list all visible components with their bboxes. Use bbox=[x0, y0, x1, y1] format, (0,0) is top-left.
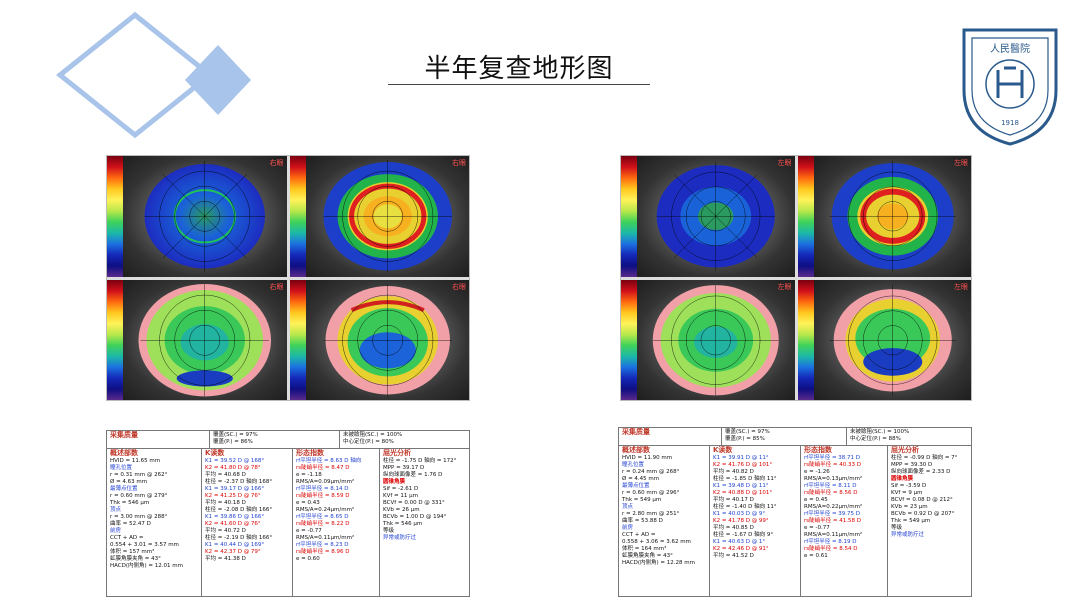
eye-label: 左眼 bbox=[777, 282, 792, 291]
k-readings-column: K读数 K1 = 39.52 D @ 168° K2 = 41.80 D @ 7… bbox=[202, 449, 293, 596]
right-map-back-elevation: 左眼 bbox=[797, 279, 971, 400]
left-map-front-elevation: 右眼 bbox=[289, 156, 469, 277]
eye-label: 右眼 bbox=[452, 282, 466, 291]
left-data-table: 采集质量 覆盖(SC.) = 97% 覆盖(P.) = 86% 未被瞼阻(SC.)… bbox=[106, 430, 470, 597]
left-map-back-elevation: 右眼 bbox=[289, 279, 469, 400]
right-map-thickness: 左眼 bbox=[621, 279, 795, 400]
shape-index-column: 形态指数 rf平坦半径 = 38.71 D rs陡峭半径 = 40.33 D e… bbox=[801, 446, 888, 596]
overview-column: 概述部数 HVID = 11.65 mm 瞳孔位置 r = 0.31 mm @ … bbox=[107, 449, 202, 596]
eye-label: 右眼 bbox=[269, 159, 284, 167]
shape-index-column: 形态指数 rf平坦半径 = 8.63 D 轴向 rs陡峭半径 = 8.47 D … bbox=[293, 449, 380, 596]
logo-year: 1918 bbox=[1001, 119, 1019, 127]
right-map-axial-front: 左眼 bbox=[621, 156, 795, 277]
right-data-table: 采集质量 覆盖(SC.) = 97% 覆盖(P.) = 85% 未被瞼阻(SC.)… bbox=[618, 427, 972, 597]
k-readings-column: K读数 K1 = 39.91 D @ 11° K2 = 41.76 D @ 10… bbox=[710, 446, 801, 596]
title-underline bbox=[388, 84, 650, 85]
refraction-column: 屈光分析 柱径 = -0.99 D 轴向 = 7° MPP = 39.30 D … bbox=[891, 446, 958, 539]
left-map-thickness: 右眼 bbox=[107, 279, 287, 400]
refraction-column: 屈光分析 柱径 = -1.75 D 轴向 = 172° MPP = 39.17 … bbox=[383, 449, 457, 542]
color-scale bbox=[107, 156, 123, 277]
overview-column: 概述部数 HVID = 11.90 mm 瞳孔位置 r = 0.24 mm @ … bbox=[619, 446, 710, 596]
logo-top-text: 人民醫院 bbox=[990, 42, 1030, 55]
eye-label: 右眼 bbox=[452, 159, 466, 167]
eye-label: 右眼 bbox=[269, 282, 284, 291]
eye-label: 左眼 bbox=[954, 282, 968, 291]
left-map-axial-front: 右眼 bbox=[107, 156, 287, 277]
hospital-logo: 人民醫院 1918 bbox=[962, 28, 1058, 146]
right-map-front-elevation: 左眼 bbox=[797, 156, 971, 277]
eye-label: 左眼 bbox=[777, 159, 792, 167]
eye-label: 左眼 bbox=[954, 159, 968, 167]
acquisition-quality-title: 采集质量 bbox=[619, 428, 722, 445]
acquisition-quality-title: 采集质量 bbox=[107, 431, 210, 448]
left-topography-maps: 右眼 右眼 右眼 右眼 bbox=[106, 155, 470, 401]
slide-title: 半年复查地形图 bbox=[424, 54, 614, 84]
decorative-diamonds bbox=[55, 11, 251, 139]
right-topography-maps: 左眼 左眼 左眼 左眼 bbox=[620, 155, 972, 401]
